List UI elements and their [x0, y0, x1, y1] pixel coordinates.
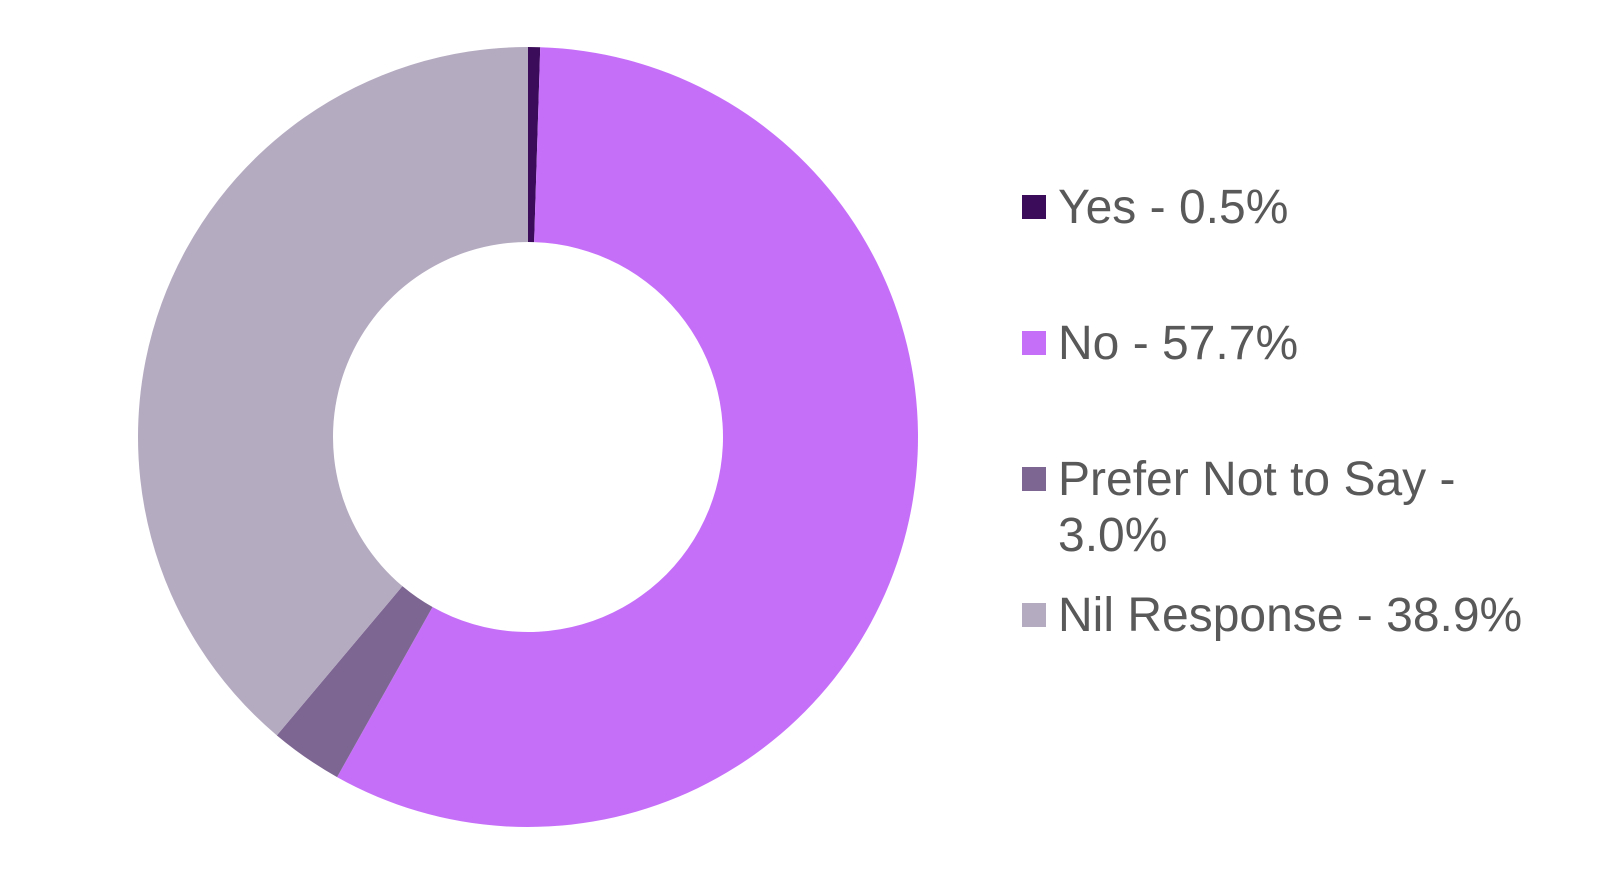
legend-label-no: No - 57.7% — [1058, 317, 1299, 370]
legend-swatch-yes — [1022, 195, 1046, 219]
legend-swatch-no — [1022, 331, 1046, 355]
legend-item-prefer-not-to-say: Prefer Not to Say - 3.0% — [1022, 452, 1472, 564]
legend-item-yes: Yes - 0.5% — [1022, 180, 1288, 236]
donut-slice-no — [337, 47, 918, 827]
legend-label-nil-response: Nil Response - 38.9% — [1058, 589, 1523, 642]
legend-item-no: No - 57.7% — [1022, 316, 1298, 372]
donut-slice-nil-response — [137, 47, 528, 736]
donut-slice-yes — [528, 47, 541, 243]
legend-label-prefer-not-to-say: Prefer Not to Say - 3.0% — [1058, 453, 1456, 562]
donut-slice-prefer-not-to-say — [276, 586, 433, 778]
legend-swatch-nil-response — [1022, 603, 1046, 627]
legend-label-yes: Yes - 0.5% — [1058, 181, 1289, 234]
legend-swatch-prefer-not-to-say — [1022, 467, 1046, 491]
legend-item-nil-response: Nil Response - 38.9% — [1022, 588, 1522, 644]
